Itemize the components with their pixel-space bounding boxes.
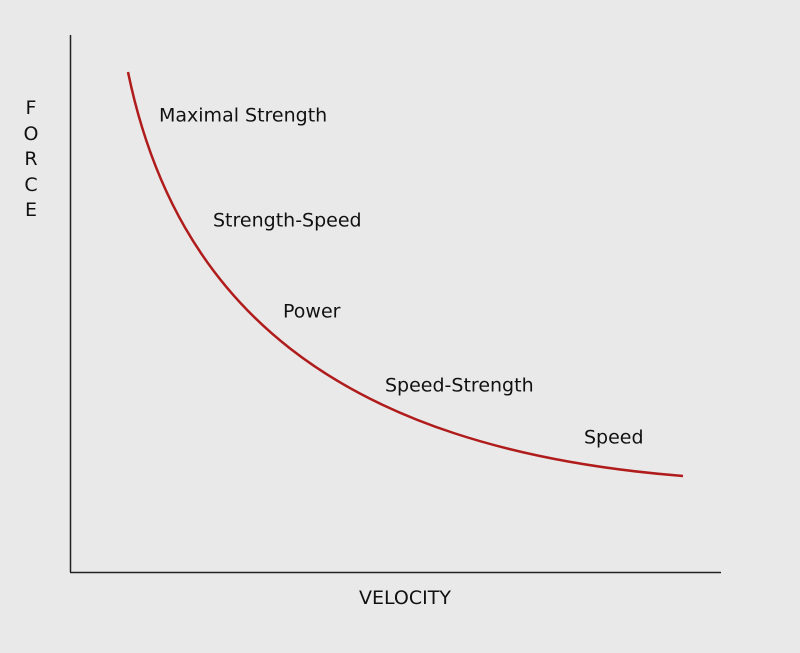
y-axis-label: FORCE <box>23 97 39 221</box>
x-axis-label: VELOCITY <box>359 587 451 609</box>
region-label: Power <box>283 300 341 323</box>
force-velocity-curve <box>126 71 684 478</box>
region-label: Speed <box>584 426 644 449</box>
region-label: Strength-Speed <box>213 209 362 232</box>
region-label: Speed-Strength <box>385 374 534 397</box>
region-label: Maximal Strength <box>159 104 328 127</box>
